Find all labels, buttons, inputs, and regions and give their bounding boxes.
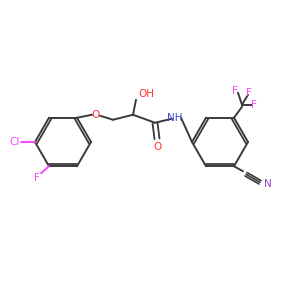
Text: NH: NH	[167, 113, 183, 123]
Text: F: F	[246, 88, 252, 98]
Text: F: F	[34, 173, 40, 183]
Text: F: F	[251, 100, 257, 110]
Text: N: N	[264, 179, 272, 189]
Text: F: F	[232, 86, 238, 96]
Text: O: O	[154, 142, 162, 152]
Text: OH: OH	[138, 89, 154, 99]
Text: Cl: Cl	[10, 137, 20, 147]
Text: O: O	[91, 110, 99, 120]
